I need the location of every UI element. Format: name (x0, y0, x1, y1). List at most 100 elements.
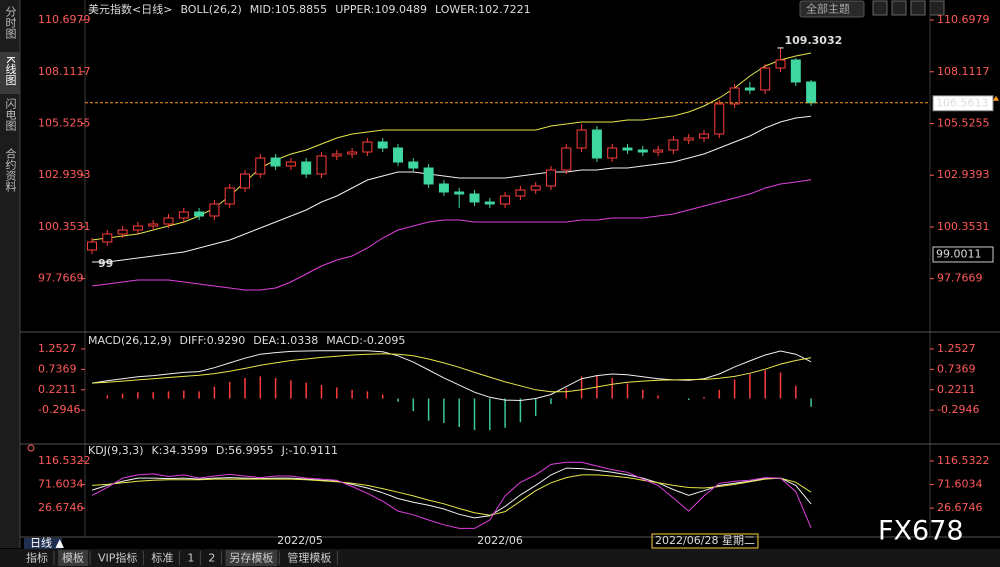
x-cursor-box (651, 533, 759, 549)
y-tick-label: 71.6034 (38, 478, 84, 491)
candle-body (469, 193, 480, 203)
y-tick-label: 110.6979 (38, 13, 91, 26)
legend-entry: UPPER:109.0489 (335, 3, 427, 16)
icon-button[interactable] (872, 0, 888, 16)
bottom-bar (0, 549, 1000, 567)
candle-body (591, 129, 602, 159)
high-annotation: 109.3032 (785, 34, 843, 47)
icon-button[interactable] (910, 0, 926, 16)
bottom-tab[interactable]: 模板 (62, 551, 84, 565)
candle-body (744, 87, 755, 91)
x-tick-label: 2022/06 (477, 534, 523, 547)
candle-body (500, 195, 511, 205)
legend-entry: J:-10.9111 (281, 444, 338, 457)
y-tick-label-right: 100.3531 (937, 220, 990, 233)
candle-body (683, 137, 694, 141)
y-tick-label: 1.2527 (38, 342, 77, 355)
sidebar (0, 0, 20, 548)
legend-entry: D:56.9955 (216, 444, 274, 457)
candle-body (393, 147, 403, 163)
sidebar-tab[interactable]: 闪电图 (4, 97, 17, 132)
candle-body (484, 201, 495, 205)
series-line (91, 467, 812, 519)
legend-entry: KDJ(9,3,3) (88, 444, 144, 457)
candle-body (653, 149, 664, 153)
series-line (91, 353, 812, 393)
current-price-arrow (993, 95, 999, 101)
series-line (91, 474, 812, 516)
candle-body (806, 81, 817, 104)
candle-body (301, 161, 312, 175)
candle-body (530, 185, 541, 191)
bottom-tab[interactable]: 另存模板 (229, 551, 273, 565)
bottom-tab-active (58, 550, 88, 566)
candle-body (454, 191, 465, 195)
legend-entry: MID:105.8855 (250, 3, 327, 16)
y-tick-label-right: 102.9393 (937, 168, 990, 181)
y-tick-label: -0.2946 (38, 403, 80, 416)
bottom-tab-active (225, 550, 278, 566)
current-price-label: 106.5613 (936, 96, 989, 109)
bottom-tab[interactable]: 标准 (151, 551, 173, 565)
candle-body (423, 167, 434, 185)
candle-body (561, 147, 572, 171)
candle-body (729, 87, 740, 105)
series-line (91, 461, 812, 529)
bottom-tab[interactable]: 2 (208, 552, 215, 565)
theme-button[interactable] (799, 0, 865, 18)
y-tick-label: 26.6746 (38, 501, 84, 514)
sidebar-tab[interactable]: K线图 (4, 56, 17, 86)
bottom-tab[interactable]: VIP指标 (98, 551, 137, 565)
series-line (91, 179, 812, 291)
theme-button-label[interactable]: 全部主题 (806, 2, 850, 16)
bottom-tab[interactable]: 管理模板 (287, 551, 331, 565)
current-price-box (932, 95, 994, 112)
candle-body (178, 211, 189, 219)
candle-body (408, 161, 419, 169)
y-tick-label-right: 0.2211 (937, 383, 976, 396)
y-tick-label: 97.7669 (38, 272, 84, 285)
legend-entry: MACD:-0.2095 (326, 334, 405, 347)
y-tick-label: 116.5322 (38, 454, 91, 467)
period-label[interactable]: 日线 ▲ (30, 536, 64, 550)
series-line (92, 115, 812, 263)
candle-body (132, 225, 143, 231)
y-tick-label-right: 110.6979 (937, 13, 990, 26)
sidebar-tab[interactable]: 分时图 (4, 6, 17, 40)
bottom-tab[interactable]: 指标 (26, 551, 48, 565)
candle-body (515, 189, 526, 197)
candle-body (362, 141, 373, 153)
y-tick-label-right: 97.7669 (937, 272, 983, 285)
candle-body (377, 141, 388, 149)
cursor-value-box (932, 246, 994, 263)
y-tick-label: 105.5255 (38, 116, 91, 129)
candle-body (117, 229, 128, 235)
y-tick-label-right: 105.5255 (937, 116, 990, 129)
panel-dot (27, 444, 35, 452)
legend-entry: 美元指数<日线> (88, 2, 172, 16)
icon-button[interactable] (891, 0, 907, 16)
y-tick-label: 0.2211 (38, 383, 77, 396)
y-tick-label-right: 26.6746 (937, 501, 983, 514)
legend-entry: MACD(26,12,9) (88, 334, 172, 347)
cursor-value-label: 99.0011 (936, 247, 982, 260)
y-tick-label-right: 116.5322 (937, 454, 990, 467)
candle-body (102, 233, 113, 243)
legend-entry: LOWER:102.7221 (435, 3, 531, 16)
candle-body (607, 147, 618, 159)
candle-body (637, 149, 648, 153)
sidebar-tab[interactable]: 合约资料 (4, 147, 17, 193)
legend-entry: DEA:1.0338 (253, 334, 318, 347)
y-tick-label: 0.7369 (38, 362, 77, 375)
y-tick-label: 100.3531 (38, 220, 91, 233)
legend-entry: BOLL(26,2) (180, 3, 241, 16)
y-tick-label-right: 71.6034 (937, 478, 983, 491)
candle-body (316, 155, 327, 175)
candle-body (622, 147, 633, 151)
bottom-tab[interactable]: 1 (187, 552, 194, 565)
period-tab[interactable] (24, 538, 62, 549)
candle-body (775, 59, 786, 69)
candle-body (546, 169, 556, 187)
